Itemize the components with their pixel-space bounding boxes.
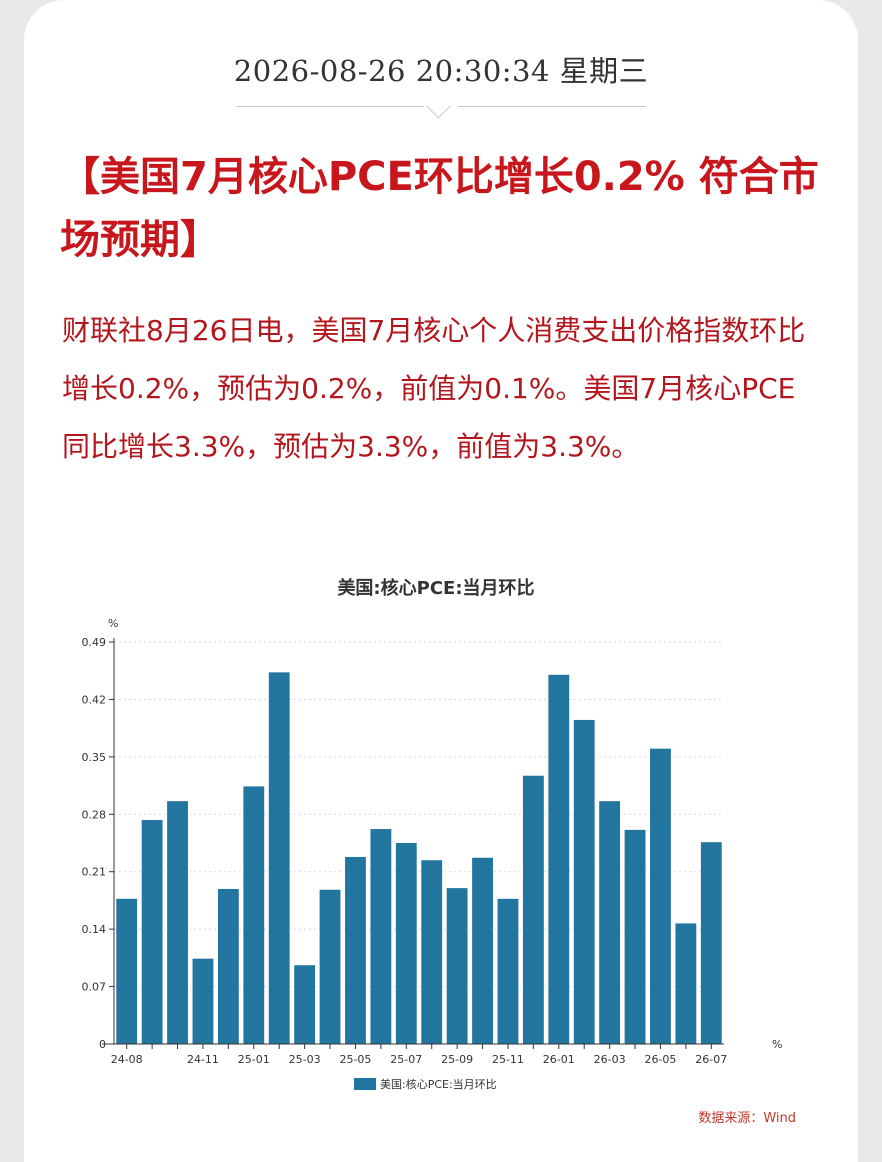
x-tick-label: 24-08 — [111, 1053, 143, 1066]
bar — [650, 748, 671, 1044]
bar — [395, 843, 417, 1044]
x-tick-label: 25-05 — [339, 1053, 371, 1066]
x-tick-label: 25-07 — [390, 1053, 422, 1066]
headline: 【美国7月核心PCE环比增长0.2% 符合市场预期】 — [60, 154, 819, 263]
bar — [421, 860, 443, 1044]
x-tick-label: 26-05 — [644, 1053, 676, 1066]
bar — [446, 888, 468, 1044]
timestamp-divider-left — [236, 106, 424, 107]
y-axis-unit: % — [108, 617, 118, 630]
bar — [472, 857, 493, 1044]
x-tick-label: 25-09 — [441, 1053, 473, 1066]
bar — [548, 674, 570, 1044]
x-tick-label: 25-01 — [238, 1053, 270, 1066]
data-source: 数据来源：Wind — [698, 1111, 796, 1126]
bar — [700, 842, 722, 1044]
bar — [268, 672, 290, 1044]
bar-chart: 美国:核心PCE:当月环比 % % 00.070.140.210.280.350… — [82, 577, 797, 1126]
x-axis-unit: % — [772, 1038, 782, 1051]
bar — [345, 856, 366, 1044]
legend-label: 美国:核心PCE:当月环比 — [380, 1077, 497, 1091]
gridlines — [114, 641, 724, 988]
bar — [370, 829, 392, 1044]
x-tick-label: 24-11 — [187, 1053, 219, 1066]
legend: 美国:核心PCE:当月环比 — [354, 1077, 497, 1091]
bar — [599, 801, 621, 1044]
y-tick-label: 0.07 — [82, 981, 107, 994]
bar — [243, 786, 265, 1044]
bar — [294, 965, 316, 1044]
y-tick-label: 0.42 — [82, 693, 107, 706]
chart-title: 美国:核心PCE:当月环比 — [337, 577, 534, 599]
y-tick-label: 0.21 — [82, 866, 107, 879]
bar — [141, 820, 163, 1044]
bar — [573, 719, 595, 1044]
bar — [675, 923, 697, 1044]
bar — [319, 889, 341, 1044]
bar — [192, 958, 214, 1044]
bar — [497, 898, 519, 1044]
y-tick-label: 0.35 — [82, 751, 107, 764]
timestamp-divider-right — [458, 106, 646, 107]
bar — [624, 829, 646, 1044]
bar — [217, 888, 239, 1044]
x-tick-label: 26-01 — [543, 1053, 575, 1066]
legend-swatch — [354, 1078, 376, 1090]
x-tick-label: 26-03 — [594, 1053, 626, 1066]
timestamp: 2026-08-26 20:30:34 星期三 — [233, 54, 649, 88]
bar — [116, 898, 138, 1044]
y-tick-label: 0.28 — [82, 808, 107, 821]
x-tick-label: 25-03 — [289, 1053, 321, 1066]
x-tick-label: 25-11 — [492, 1053, 524, 1066]
y-tick-label: 0.49 — [82, 636, 107, 649]
x-tick-label: 26-07 — [695, 1053, 727, 1066]
article-body: 财联社8月26日电，美国7月核心个人消费支出价格指数环比增长0.2%，预估为0.… — [62, 314, 806, 463]
bar — [522, 775, 544, 1044]
bar — [167, 801, 188, 1044]
bars — [116, 672, 722, 1044]
axes: 00.070.140.210.280.350.420.4924-0824-112… — [82, 636, 728, 1066]
y-tick-label: 0.14 — [82, 923, 107, 936]
